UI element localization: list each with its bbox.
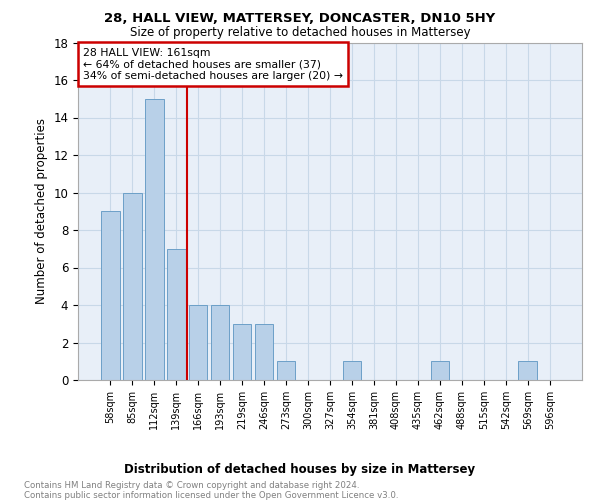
Bar [277,361,295,380]
Bar [343,361,361,380]
Text: 28, HALL VIEW, MATTERSEY, DONCASTER, DN10 5HY: 28, HALL VIEW, MATTERSEY, DONCASTER, DN1… [104,12,496,26]
Bar [233,324,251,380]
Bar [145,99,164,380]
Bar [255,324,274,380]
Text: Contains public sector information licensed under the Open Government Licence v3: Contains public sector information licen… [24,491,398,500]
Bar [431,361,449,380]
Bar [101,211,119,380]
Text: Distribution of detached houses by size in Mattersey: Distribution of detached houses by size … [124,462,476,475]
Text: Size of property relative to detached houses in Mattersey: Size of property relative to detached ho… [130,26,470,39]
Y-axis label: Number of detached properties: Number of detached properties [35,118,48,304]
Bar [189,305,208,380]
Bar [167,248,185,380]
Text: 28 HALL VIEW: 161sqm
← 64% of detached houses are smaller (37)
34% of semi-detac: 28 HALL VIEW: 161sqm ← 64% of detached h… [83,48,343,81]
Bar [123,192,142,380]
Bar [211,305,229,380]
Text: Contains HM Land Registry data © Crown copyright and database right 2024.: Contains HM Land Registry data © Crown c… [24,481,359,490]
Bar [518,361,537,380]
